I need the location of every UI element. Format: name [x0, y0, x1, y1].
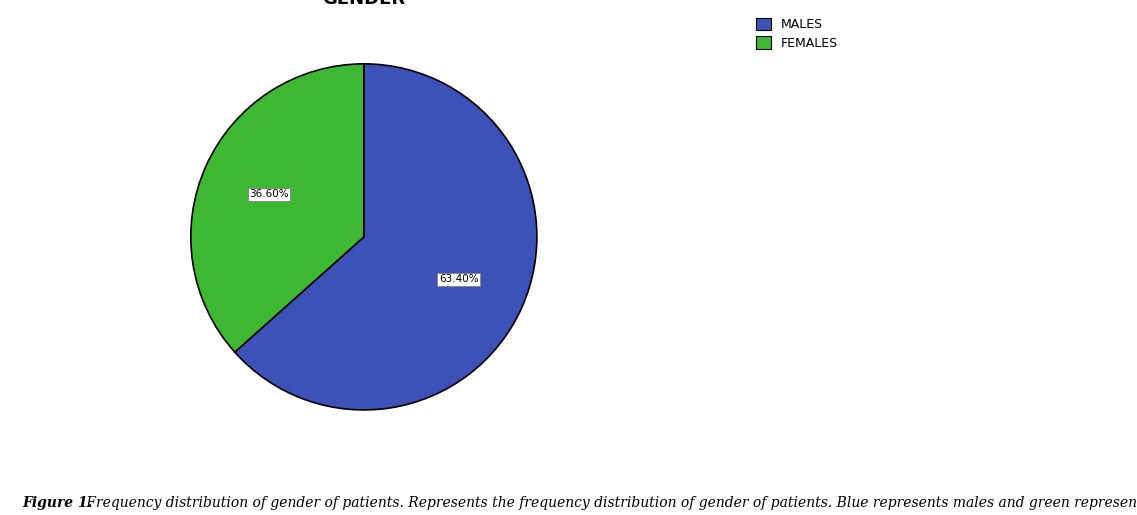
Legend: MALES, FEMALES: MALES, FEMALES	[753, 14, 843, 54]
Title: GENDER: GENDER	[322, 0, 406, 8]
Wedge shape	[191, 64, 364, 352]
Text: Frequency distribution of gender of patients. Represents the frequency distribut: Frequency distribution of gender of pati…	[82, 495, 1137, 510]
Text: Figure 1.: Figure 1.	[23, 496, 93, 510]
Text: 36.60%: 36.60%	[249, 190, 289, 199]
Text: 63.40%: 63.40%	[439, 274, 479, 284]
Wedge shape	[234, 64, 537, 410]
